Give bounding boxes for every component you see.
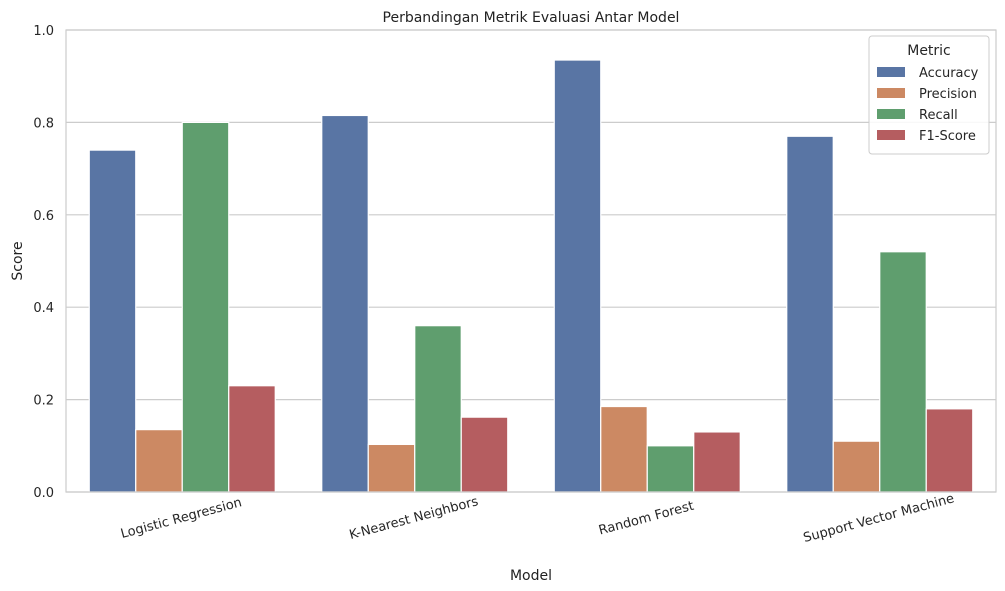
legend-title: Metric <box>907 43 951 59</box>
bar-precision-4 <box>832 440 881 493</box>
bar-precision-1 <box>135 429 183 493</box>
y-tick-label: 0.4 <box>33 301 54 316</box>
legend-label: Accuracy <box>919 66 979 81</box>
legend-label: Precision <box>919 87 977 102</box>
legend-box <box>868 35 990 155</box>
bar-recall-4 <box>879 251 927 493</box>
legend-swatch <box>877 109 905 119</box>
y-tick-label: 0.6 <box>33 209 54 224</box>
y-tick-label: 1.0 <box>33 24 54 39</box>
bar-f1-score-1 <box>228 385 276 493</box>
bar-recall-3 <box>646 445 695 493</box>
bar-accuracy-3 <box>553 59 602 493</box>
bar-f1-score-4 <box>925 408 974 493</box>
bar-precision-2 <box>367 443 416 493</box>
legend-swatch <box>877 67 905 77</box>
bar-accuracy-1 <box>88 149 137 493</box>
y-axis-label: Score <box>10 241 26 280</box>
bar-recall-2 <box>414 325 462 493</box>
bar-f1-score-2 <box>460 416 509 493</box>
legend-items: Accuracy Precision Recall F1-Score <box>877 66 979 144</box>
y-tick-label: 0.8 <box>33 116 54 131</box>
legend-label: Recall <box>919 108 958 123</box>
y-tick-label: 0.2 <box>33 394 54 409</box>
bar-recall-1 <box>181 121 230 493</box>
bar-precision-3 <box>600 405 648 493</box>
bar-f1-score-3 <box>693 431 741 493</box>
y-tick-label: 0.0 <box>33 486 54 501</box>
bar-accuracy-4 <box>786 135 834 493</box>
chart-title: Perbandingan Metrik Evaluasi Antar Model <box>383 10 680 26</box>
plot-frame <box>65 29 997 493</box>
y-tick-labels: 0.0 0.2 0.4 0.6 0.8 1.0 <box>33 24 54 501</box>
legend-swatch <box>877 130 905 140</box>
bar-accuracy-2 <box>321 114 369 493</box>
legend-label: F1-Score <box>919 129 976 144</box>
bar-layer <box>88 59 974 493</box>
legend: Metric Accuracy Precision Recall F1-Score <box>868 35 990 155</box>
legend-swatch <box>877 88 905 98</box>
x-axis-label: Model <box>510 568 552 584</box>
